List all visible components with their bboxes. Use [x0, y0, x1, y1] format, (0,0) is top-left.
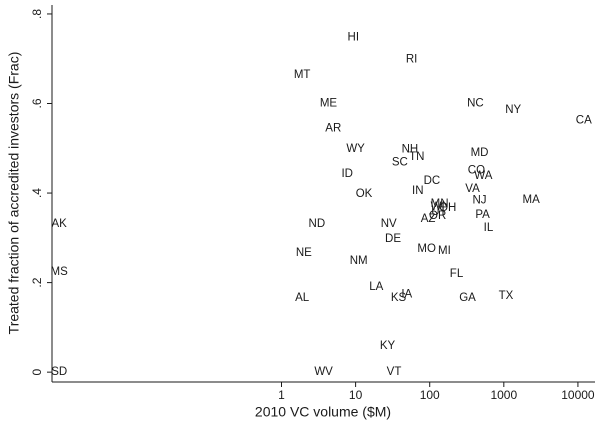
point-label: RI	[406, 54, 418, 66]
point-label: ME	[320, 98, 338, 110]
y-axis-title: Treated fraction of accredited investors…	[6, 52, 22, 335]
point-label: NM	[350, 255, 368, 267]
point-label: VT	[387, 366, 402, 378]
point-label: MI	[438, 245, 451, 257]
point-label: OR	[429, 210, 446, 222]
point-label: CO	[468, 165, 485, 177]
point-label: IN	[412, 185, 424, 197]
x-tick-label: 10000	[561, 388, 595, 402]
point-label: MT	[294, 69, 311, 81]
point-label: GA	[459, 292, 476, 304]
point-label: LA	[369, 281, 383, 293]
y-tick-label: .2	[30, 277, 44, 287]
point-label: SD	[51, 366, 67, 378]
point-label: MD	[471, 147, 489, 159]
point-label: AZ	[421, 213, 436, 225]
x-tick-label: 1000	[490, 388, 517, 402]
point-label: TN	[409, 151, 424, 163]
point-label: MO	[417, 243, 436, 255]
y-tick-label: .6	[30, 98, 44, 108]
y-tick-label: 0	[30, 368, 44, 375]
point-label: AK	[52, 218, 68, 230]
x-tick-label: 1	[278, 388, 285, 402]
point-label: OK	[356, 188, 373, 200]
point-label: KY	[380, 340, 396, 352]
point-label: WY	[346, 143, 365, 155]
point-label: DE	[385, 233, 401, 245]
point-label: WV	[314, 366, 333, 378]
x-axis-title: 2010 VC volume ($M)	[255, 404, 391, 420]
point-label: NC	[467, 98, 484, 110]
point-label: CA	[576, 115, 592, 127]
point-label: NY	[505, 104, 521, 116]
point-label: WI	[431, 201, 445, 213]
point-label: HI	[348, 32, 360, 44]
point-label: IA	[401, 288, 412, 300]
point-label: UT	[431, 206, 446, 218]
x-tick-label: 10	[349, 388, 363, 402]
point-label: PA	[475, 209, 490, 221]
point-label: MS	[51, 266, 69, 278]
point-label: ND	[309, 218, 326, 230]
point-label: VA	[465, 183, 480, 195]
point-label: MN	[431, 198, 449, 210]
point-label: SC	[392, 157, 408, 169]
point-label: IL	[484, 222, 494, 234]
point-label: AR	[325, 123, 341, 135]
y-tick-label: .4	[30, 188, 44, 198]
point-label: NE	[296, 247, 312, 259]
point-label: NV	[381, 218, 397, 230]
point-label: DC	[424, 175, 441, 187]
y-tick-label: .8	[30, 9, 44, 19]
point-label: AL	[295, 292, 310, 304]
point-label: OH	[439, 202, 456, 214]
point-label: TX	[499, 290, 514, 302]
x-tick-label: 100	[420, 388, 440, 402]
point-label: ID	[341, 168, 353, 180]
point-label: NJ	[472, 195, 486, 207]
point-label: WA	[474, 170, 492, 182]
point-label: FL	[450, 268, 464, 280]
point-label: NH	[402, 144, 419, 156]
point-label: MA	[523, 194, 541, 206]
point-label: KS	[391, 292, 407, 304]
